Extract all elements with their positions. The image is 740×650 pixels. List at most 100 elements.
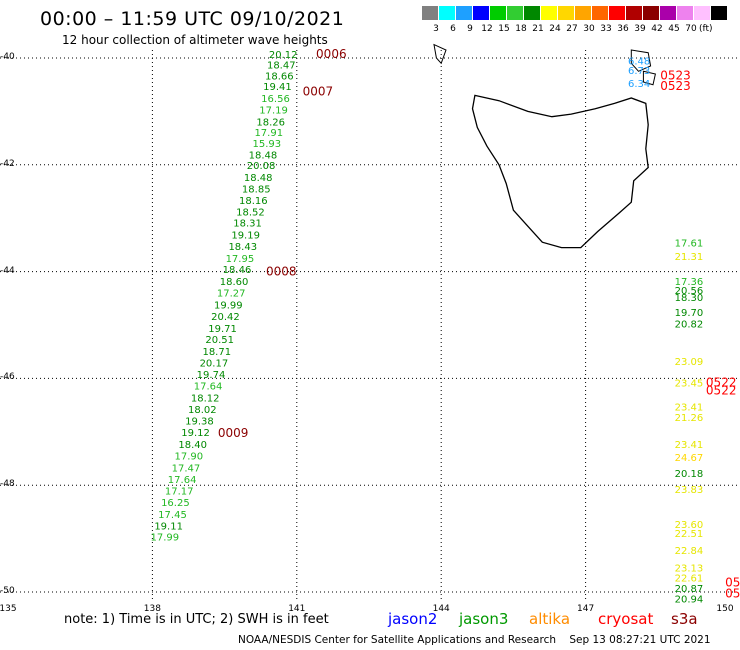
legend-swatch	[490, 6, 506, 20]
wave-height-point: 23.60	[675, 520, 704, 531]
legend-tick: 39	[634, 24, 646, 34]
wave-height-point: 19.41	[263, 82, 292, 93]
wave-height-point: 18.12	[191, 393, 220, 404]
mission-cryosat: cryosat	[598, 610, 654, 628]
wave-height-point: 19.74	[197, 370, 226, 381]
time-label: 0522	[706, 383, 737, 397]
time-label: 0522	[706, 375, 737, 389]
legend-tick: 45	[668, 24, 680, 34]
page-subtitle: 12 hour collection of altimeter wave hei…	[62, 33, 328, 47]
wave-height-point: 17.90	[175, 452, 204, 463]
time-label: 052	[725, 586, 740, 600]
wave-height-point: 19.12	[181, 428, 210, 439]
lat-label: -44	[0, 265, 15, 276]
wave-height-point: 20.12	[269, 50, 298, 61]
time-label: 0523	[660, 79, 691, 93]
wave-height-point: 6.48	[628, 56, 650, 67]
wave-height-point: 19.70	[675, 308, 704, 319]
wave-height-point: 20.56	[675, 286, 704, 297]
lon-label: 147	[577, 604, 595, 614]
wave-height-point: 22.61	[675, 573, 704, 584]
wave-height-point: 18.48	[249, 150, 278, 161]
wave-height-point: 21.31	[675, 252, 704, 263]
wave-height-point: 17.27	[217, 289, 246, 300]
legend-tick: 15	[498, 24, 510, 34]
time-label: 0007	[303, 84, 334, 98]
wave-height-point: 17.64	[168, 475, 197, 486]
wave-height-point: 16.56	[261, 94, 290, 105]
legend-swatch	[592, 6, 608, 20]
wave-height-point: 19.99	[214, 300, 243, 311]
lon-label: 150	[716, 604, 734, 614]
legend-tick: 12	[481, 24, 493, 34]
legend-swatch	[439, 6, 455, 20]
island-outline	[630, 49, 652, 72]
lat-label: -40	[0, 52, 15, 62]
legend-swatch	[422, 6, 438, 20]
time-label: 0523	[660, 68, 691, 82]
wave-height-point: 17.45	[158, 510, 187, 521]
wave-height-point: 6.73	[628, 66, 650, 77]
wave-height-point: 20.87	[675, 584, 704, 595]
legend-swatch	[473, 6, 489, 20]
wave-height-point: 18.46	[223, 265, 252, 276]
footer-credit: NOAA/NESDIS Center for Satellite Applica…	[238, 634, 711, 646]
legend-tick: 24	[549, 24, 561, 34]
wave-height-point: 23.83	[675, 485, 704, 496]
wave-height-point: 23.45	[675, 378, 704, 389]
wave-height-point: 23.41	[675, 440, 704, 451]
wave-height-point: 18.85	[242, 185, 271, 196]
note-text: note: 1) Time is in UTC; 2) SWH is in fe…	[64, 612, 329, 627]
legend-tick: 3	[433, 24, 439, 34]
wave-height-point: 15.93	[253, 139, 282, 150]
legend-swatch	[609, 6, 625, 20]
legend-unit: (ft)	[699, 24, 713, 34]
time-label: 0006	[316, 47, 347, 61]
mission-s3a: s3a	[671, 610, 698, 628]
wave-height-point: 17.91	[254, 128, 283, 139]
wave-height-point: 19.38	[185, 416, 214, 427]
wave-height-point: 20.17	[200, 359, 229, 370]
lon-label: 144	[432, 604, 450, 614]
legend-tick: 30	[583, 24, 595, 34]
data-points: 20.1218.4718.6619.4116.5617.1918.2617.91…	[150, 47, 740, 606]
wave-height-point: 19.71	[208, 324, 237, 335]
lon-label: 141	[288, 604, 306, 614]
lat-label: -42	[0, 158, 15, 169]
lon-label: 135	[0, 604, 17, 614]
wave-height-point: 20.51	[205, 335, 234, 346]
tasmania-coastline	[433, 43, 656, 249]
legend-tick: 6	[450, 24, 456, 34]
legend-tick: 27	[566, 24, 578, 34]
wave-height-point: 22.51	[675, 529, 704, 540]
legend-tick: 33	[600, 24, 612, 34]
wave-height-point: 18.26	[256, 117, 285, 128]
legend-tick: 70	[685, 24, 697, 34]
wave-height-point: 20.18	[675, 469, 704, 480]
lat-label: -50	[0, 586, 15, 596]
wave-height-point: 18.71	[202, 347, 231, 358]
wave-height-point: 18.60	[220, 277, 249, 288]
wave-height-point: 17.64	[194, 382, 223, 393]
wave-height-point: 18.02	[188, 405, 217, 416]
wave-height-point: 18.66	[265, 71, 294, 82]
island-outline	[433, 43, 447, 65]
wave-height-point: 17.19	[259, 106, 288, 117]
wave-height-point: 17.36	[675, 277, 704, 288]
island-outline	[642, 70, 656, 86]
wave-height-point: 19.19	[231, 230, 260, 241]
grid-lines	[0, 50, 740, 600]
time-label: 052	[725, 576, 740, 590]
mission-jason3: jason3	[459, 610, 509, 628]
wave-height-point: 17.17	[165, 486, 194, 497]
legend-swatch	[660, 6, 676, 20]
legend-swatch	[677, 6, 693, 20]
legend-swatch	[558, 6, 574, 20]
legend-tick: 36	[617, 24, 629, 34]
wave-height-point: 18.40	[178, 440, 207, 451]
legend-tick: 18	[515, 24, 527, 34]
legend-tick: 42	[651, 24, 663, 34]
tasmania-outline	[471, 94, 649, 249]
wave-height-point: 18.16	[239, 196, 268, 207]
wave-height-point: 20.42	[211, 312, 240, 323]
